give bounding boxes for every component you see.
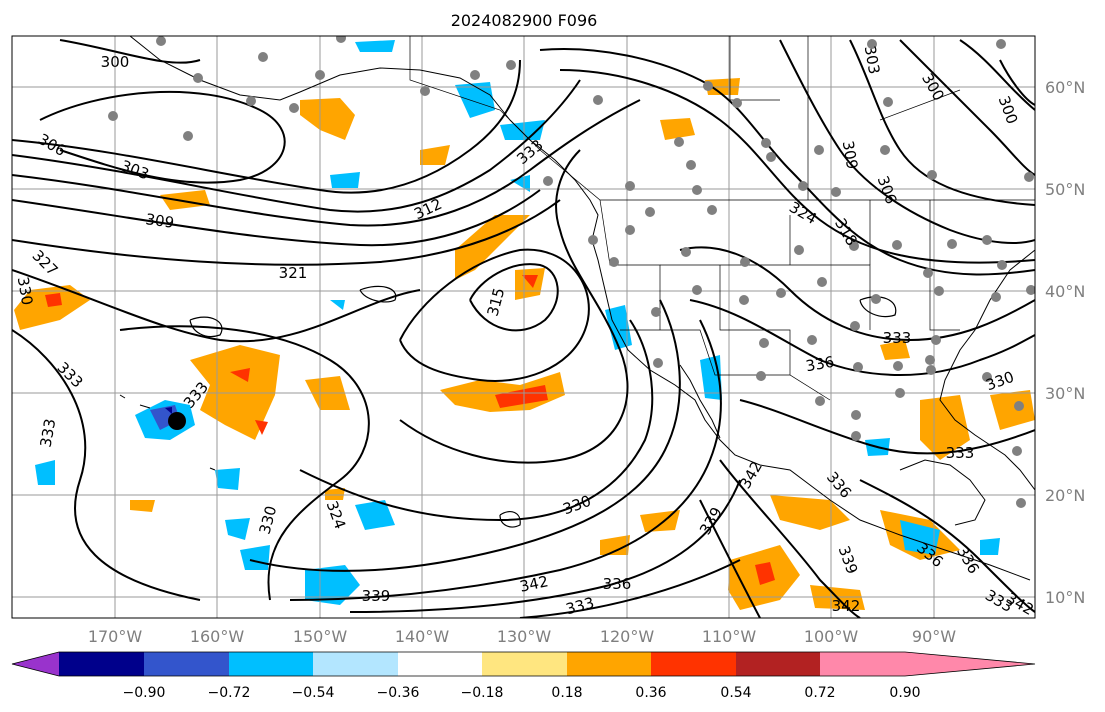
- lat-tick-label: 10°N: [1045, 588, 1085, 607]
- lon-tick-label: 140°W: [395, 627, 450, 646]
- station-markers: [108, 36, 1035, 508]
- colorbar-segment: [59, 652, 144, 676]
- colorbar-tick-label: −0.36: [377, 685, 420, 701]
- contour-label: 300: [101, 53, 130, 71]
- map-title: 2024082900 F096: [451, 11, 598, 30]
- latitude-labels: 60°N 50°N 40°N 30°N 20°N 10°N: [1045, 78, 1085, 607]
- contour-label: 342: [518, 572, 550, 596]
- colorbar-tick-label: 0.72: [804, 685, 835, 701]
- colorbar-tick-label: 0.18: [551, 685, 582, 701]
- lon-tick-label: 120°W: [600, 627, 655, 646]
- colorbar-segment: [144, 652, 229, 676]
- colorbar: −0.90 −0.72 −0.54 −0.36 −0.18 0.18 0.36 …: [11, 651, 1036, 701]
- colorbar-segment: [313, 652, 398, 676]
- contour-label: 321: [279, 264, 308, 282]
- colorbar-segment: [229, 652, 314, 676]
- colorbar-segment: [567, 652, 652, 676]
- contour-label: 330: [14, 275, 37, 306]
- colorbar-segment: [398, 652, 483, 676]
- lon-tick-label: 110°W: [702, 627, 757, 646]
- coastlines: [119, 36, 1035, 581]
- colorbar-tick-label: −0.18: [461, 685, 504, 701]
- lon-tick-label: 150°W: [293, 627, 348, 646]
- lon-tick-label: 130°W: [497, 627, 552, 646]
- longitude-labels: 170°W 160°W 150°W 140°W 130°W 120°W 110°…: [88, 627, 956, 646]
- contour-lines: [12, 39, 1035, 618]
- colorbar-segment: [482, 652, 567, 676]
- contour-label: 339: [362, 587, 391, 605]
- lon-tick-label: 160°W: [190, 627, 245, 646]
- gridlines: [12, 36, 1035, 618]
- lat-tick-label: 30°N: [1045, 384, 1085, 403]
- lat-tick-label: 20°N: [1045, 486, 1085, 505]
- colorbar-tick-label: −0.54: [292, 685, 335, 701]
- contour-label: 333: [883, 329, 912, 347]
- contour-label: 309: [144, 210, 175, 232]
- lat-tick-label: 60°N: [1045, 78, 1085, 97]
- map-panel: 300 306 303 309 312 321 327 330 333 333 …: [12, 36, 1035, 618]
- lon-tick-label: 90°W: [912, 627, 956, 646]
- colorbar-tick-label: −0.72: [208, 685, 251, 701]
- contour-label: 333: [946, 444, 975, 462]
- contour-label: 333: [37, 417, 60, 448]
- map-frame: [11, 35, 1036, 619]
- colorbar-segment: [651, 652, 736, 676]
- contour-label: 303: [861, 44, 884, 75]
- lat-tick-label: 50°N: [1045, 180, 1085, 199]
- colorbar-tick-label: 0.36: [635, 685, 666, 701]
- contour-label: 342: [832, 597, 861, 615]
- colorbar-extend-low: [12, 652, 59, 676]
- storm-center-marker: [168, 412, 186, 430]
- contour-label: 309: [839, 139, 862, 170]
- colorbar-extend-high: [905, 652, 1035, 676]
- colorbar-tick-label: 0.54: [720, 685, 751, 701]
- colorbar-tick-label: −0.90: [123, 685, 166, 701]
- lon-tick-label: 100°W: [804, 627, 859, 646]
- contour-label: 336: [804, 353, 835, 376]
- colorbar-tick-labels: −0.90 −0.72 −0.54 −0.36 −0.18 0.18 0.36 …: [123, 685, 921, 701]
- colorbar-tick-label: 0.90: [889, 685, 920, 701]
- contour-label: 336: [603, 575, 632, 593]
- colorbar-segment: [736, 652, 821, 676]
- lon-tick-label: 170°W: [88, 627, 143, 646]
- lat-tick-label: 40°N: [1045, 282, 1085, 301]
- colorbar-segment: [820, 652, 905, 676]
- positive-shading: [14, 78, 1035, 610]
